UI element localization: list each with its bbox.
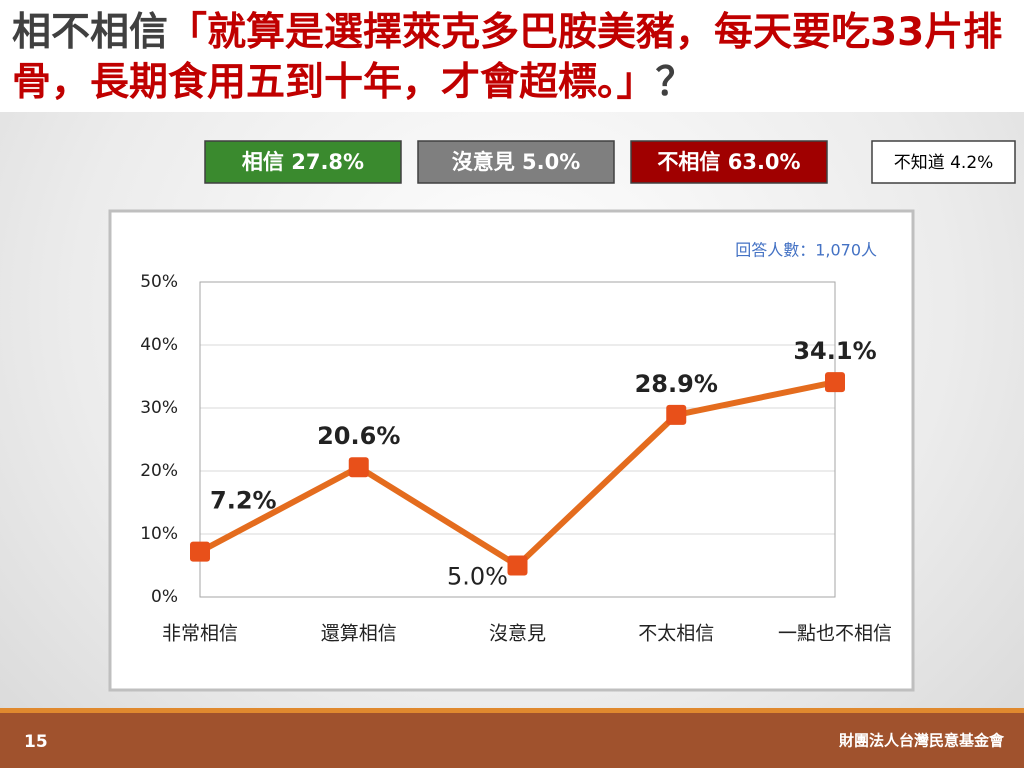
title-part: 相不相信 xyxy=(12,10,169,55)
marker xyxy=(825,372,845,393)
marker xyxy=(507,555,528,576)
chart-panel xyxy=(108,209,915,692)
summary-box xyxy=(204,140,402,184)
page-number: 15 xyxy=(24,732,48,752)
data-label: 28.9% xyxy=(635,370,718,398)
summary-label: 沒意見 5.0% xyxy=(452,150,581,174)
y-tick-label: 10% xyxy=(140,524,178,544)
title: 相不相信「就算是選擇萊克多巴胺美豬，每天要吃33片排骨，長期食用五到十年，才會超… xyxy=(12,8,1012,108)
title-part: ？ xyxy=(655,60,695,105)
summary-box xyxy=(871,140,1016,184)
summary-label: 相信 27.8% xyxy=(242,150,364,174)
y-tick-label: 50% xyxy=(140,272,178,292)
plot-border xyxy=(199,281,836,598)
x-tick-label: 還算相信 xyxy=(321,623,397,645)
data-label: 7.2% xyxy=(210,487,277,515)
organization: 財團法人台灣民意基金會 xyxy=(838,732,1005,750)
footer-bar xyxy=(0,712,1024,768)
summary-box xyxy=(630,140,828,184)
respondents-note: 回答人數：1,070人 xyxy=(735,241,877,260)
summary-box xyxy=(417,140,615,184)
summary-label: 不相信 63.0% xyxy=(657,150,800,174)
title-part: 「就算是選擇萊克多巴胺美豬，每天要吃33片排骨，長期食用五到十年，才會超標。」 xyxy=(12,10,1003,105)
x-tick-label: 沒意見 xyxy=(489,623,546,645)
y-tick-label: 40% xyxy=(140,335,178,355)
x-tick-label: 非常相信 xyxy=(162,623,238,645)
marker xyxy=(666,404,687,425)
title-band xyxy=(0,0,1024,112)
marker xyxy=(190,541,210,562)
y-tick-label: 0% xyxy=(151,587,178,607)
x-tick-label: 一點也不相信 xyxy=(778,623,892,645)
y-tick-label: 20% xyxy=(140,461,178,481)
y-tick-label: 30% xyxy=(140,398,178,418)
data-label: 34.1% xyxy=(793,337,876,365)
marker xyxy=(348,457,369,478)
data-label: 20.6% xyxy=(317,422,400,450)
x-tick-label: 不太相信 xyxy=(638,623,714,645)
footer-stripe xyxy=(0,708,1024,713)
data-label: 5.0% xyxy=(447,563,508,591)
summary-label: 不知道 4.2% xyxy=(894,153,994,173)
